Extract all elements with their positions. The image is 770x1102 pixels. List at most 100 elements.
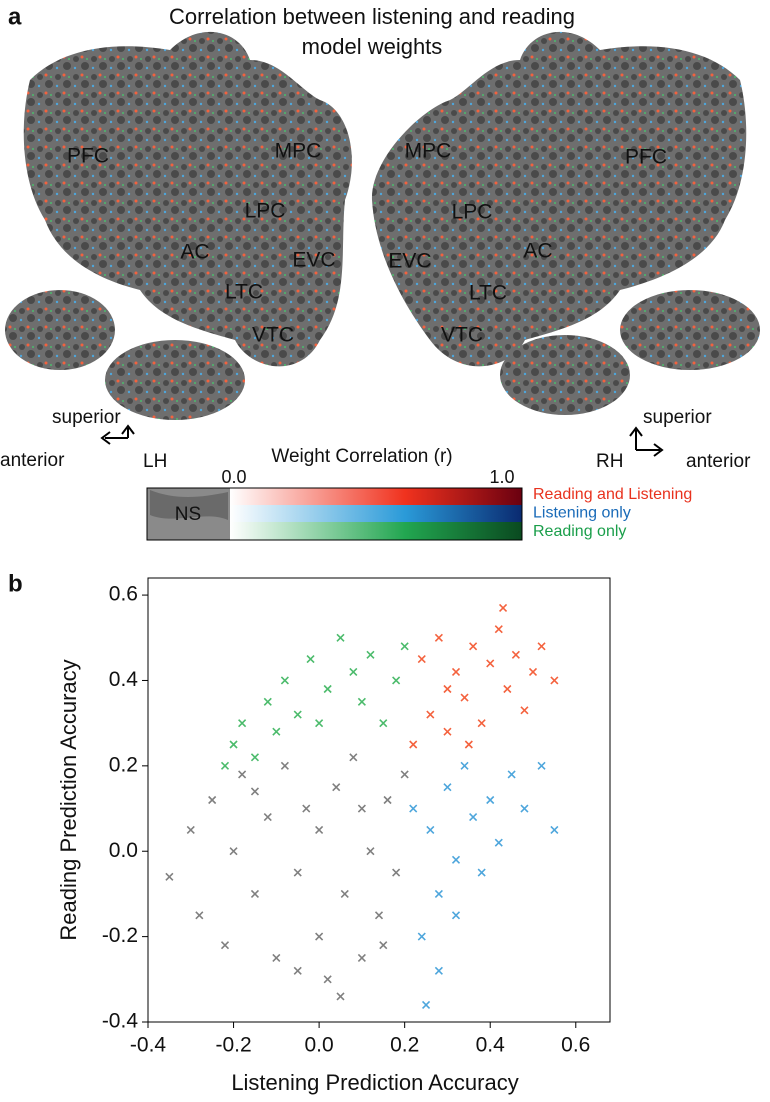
region-label: MPC (275, 140, 322, 163)
point (336, 992, 345, 1001)
point (220, 941, 230, 950)
colorbar (146, 487, 523, 541)
x-axis-label: Listening Prediction Accuracy (231, 1070, 518, 1095)
orientation-label: anterior (686, 451, 751, 472)
point (293, 710, 302, 719)
legend-entry: Reading only (533, 523, 626, 540)
legend-entry: Listening only (533, 505, 631, 522)
point (537, 761, 546, 770)
point (451, 855, 461, 864)
point (451, 667, 461, 676)
y-axis-label: Reading Prediction Accuracy (56, 659, 81, 940)
point (392, 676, 401, 685)
point (392, 868, 401, 877)
point (357, 953, 366, 963)
point (434, 889, 443, 898)
point (507, 770, 516, 779)
legend-entry: Reading and Listening (533, 486, 692, 503)
hemisphere-label: LH (143, 451, 167, 472)
ns-label: NS (175, 504, 201, 525)
point (357, 697, 366, 706)
colorbar-tick: 0.0 (221, 467, 246, 487)
plot-area (142, 577, 611, 1028)
point (263, 813, 272, 822)
point (238, 719, 247, 728)
region-label: VTC (252, 324, 294, 347)
x-tick-label: 0.0 (305, 1034, 334, 1057)
point (494, 625, 503, 634)
point (293, 868, 302, 877)
y-tick-label: 0.6 (109, 583, 138, 606)
point (486, 659, 495, 668)
x-tick-label: 0.6 (561, 1034, 590, 1057)
point (272, 953, 281, 963)
point (195, 911, 204, 920)
region-label: LTC (225, 281, 263, 304)
region-label: LPC (452, 201, 493, 224)
y-tick-label: 0.2 (109, 753, 138, 776)
point (238, 770, 247, 779)
y-tick-label: 0.0 (109, 839, 138, 862)
x-tick-label: -0.2 (215, 1034, 251, 1057)
point (250, 787, 260, 796)
point (443, 783, 452, 792)
region-label: AC (523, 240, 552, 263)
point (220, 761, 230, 770)
point (469, 642, 478, 651)
point (417, 932, 426, 941)
point (503, 684, 512, 694)
point (421, 1000, 431, 1009)
point (263, 697, 272, 706)
point (315, 719, 324, 728)
point (511, 650, 520, 659)
region-label: AC (180, 241, 209, 264)
point (494, 838, 503, 847)
point (409, 804, 418, 813)
point (366, 847, 375, 856)
panel-letter: a (8, 3, 22, 30)
point (250, 889, 260, 898)
point (302, 804, 311, 813)
point (464, 740, 473, 749)
point (208, 795, 217, 805)
point (460, 761, 469, 770)
point (460, 693, 469, 702)
point (379, 719, 388, 728)
point (443, 684, 452, 694)
point (272, 727, 281, 736)
point (550, 676, 559, 685)
point (349, 667, 358, 676)
orientation-label: superior (52, 407, 121, 428)
point (520, 706, 529, 715)
point (315, 825, 324, 834)
point (486, 795, 495, 805)
point (349, 753, 358, 762)
x-tick-label: 0.2 (390, 1034, 419, 1057)
region-label: MPC (405, 140, 452, 163)
region-label: VTC (441, 324, 483, 347)
point (400, 642, 409, 651)
panel-letter: b (8, 570, 23, 597)
point (374, 911, 384, 920)
point (426, 710, 435, 719)
plot-frame (147, 577, 611, 1023)
point (306, 655, 315, 664)
point (250, 753, 260, 762)
brain-images (5, 31, 760, 457)
point (340, 889, 349, 898)
point (336, 633, 345, 642)
point (186, 825, 195, 834)
colorbar-tick: 1.0 (489, 467, 514, 487)
point (477, 868, 486, 877)
y-tick-label: -0.2 (102, 924, 138, 947)
region-label: LPC (245, 200, 286, 223)
orientation-label: anterior (0, 450, 65, 471)
point (323, 975, 332, 984)
point (528, 667, 538, 676)
point (165, 872, 174, 881)
point (451, 911, 461, 920)
point (469, 813, 478, 822)
point (537, 642, 546, 651)
colorbar-title: Weight Correlation (r) (271, 446, 452, 467)
